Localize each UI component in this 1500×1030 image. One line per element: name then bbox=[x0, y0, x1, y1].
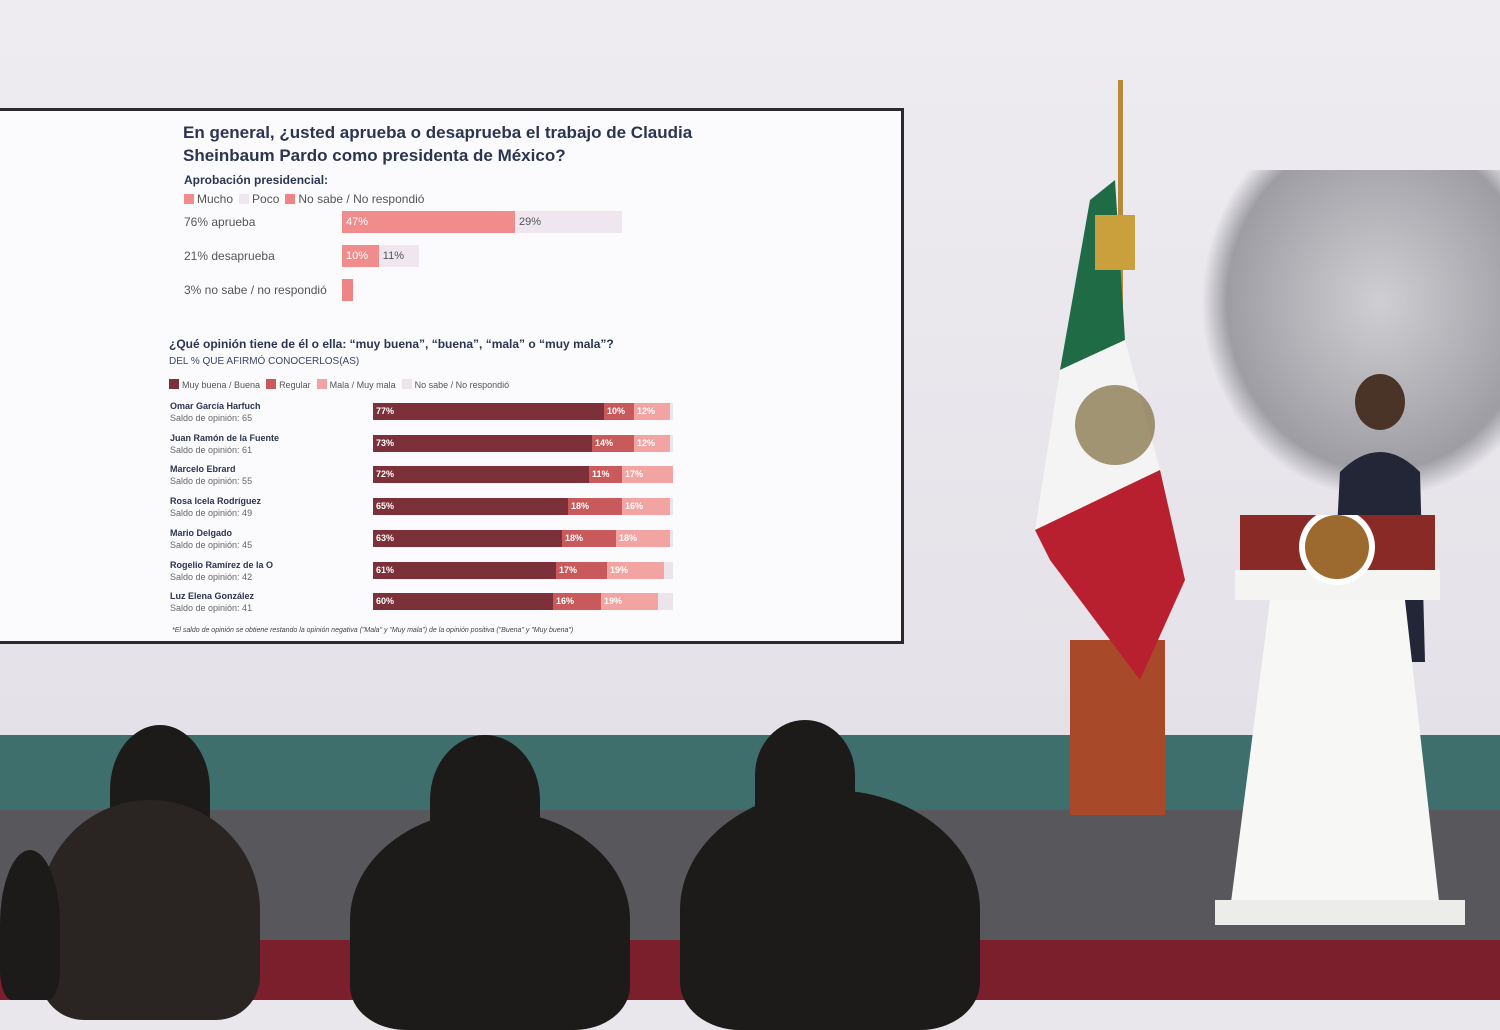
bar-segment: 72% bbox=[373, 466, 589, 484]
flag-base bbox=[1070, 640, 1165, 815]
legend-item: Mucho bbox=[184, 192, 233, 206]
audience-member bbox=[680, 790, 980, 1030]
legend-item: Muy buena / Buena bbox=[169, 379, 260, 390]
category-label: 3% no sabe / no respondió bbox=[184, 283, 327, 297]
legend-swatch bbox=[169, 379, 179, 389]
person-name: Luz Elena González bbox=[170, 591, 255, 602]
bar-segment bbox=[664, 561, 673, 579]
legend-item: Poco bbox=[239, 192, 279, 206]
bar-segment: 29% bbox=[514, 211, 622, 233]
bar-segment: 18% bbox=[562, 529, 616, 547]
bar-segment: 10% bbox=[604, 403, 634, 420]
audience-member bbox=[40, 800, 260, 1020]
opinion-subtitle: DEL % QUE AFIRMÓ CONOCERLOS(AS) bbox=[169, 356, 360, 367]
legend-item: Mala / Muy mala bbox=[316, 379, 396, 390]
bar-segment: 63% bbox=[373, 529, 562, 547]
podium bbox=[1215, 515, 1465, 925]
bar-segment: 17% bbox=[556, 561, 607, 579]
opinion-title: ¿Qué opinión tiene de él o ella: “muy bu… bbox=[169, 337, 614, 351]
legend-label: Mala / Muy mala bbox=[329, 380, 396, 390]
legend-label: Muy buena / Buena bbox=[182, 380, 261, 390]
opinion-legend: Muy buena / Buena Regular Mala / Muy mala N… bbox=[169, 379, 509, 390]
legend-swatch bbox=[184, 194, 194, 204]
legend-item: No sabe / No respondió bbox=[401, 379, 510, 390]
legend-item: No sabe / No respondió bbox=[285, 192, 424, 206]
bar-segment: 61% bbox=[373, 561, 556, 579]
bar-segment bbox=[658, 593, 673, 611]
saldo-label: Saldo de opinión: 41 bbox=[170, 603, 253, 614]
audience-member bbox=[0, 850, 60, 1000]
bar-segment: 11% bbox=[378, 245, 420, 267]
bar-segment: 18% bbox=[568, 498, 622, 516]
bar-segment: 17% bbox=[622, 466, 673, 484]
bar-segment bbox=[670, 403, 673, 420]
bar-segment: 10% bbox=[342, 245, 379, 267]
legend-label: Poco bbox=[252, 192, 280, 206]
bar-segment: 65% bbox=[373, 498, 568, 516]
bar-segment: 19% bbox=[601, 593, 658, 611]
legend-label: No sabe / No respondió bbox=[298, 192, 425, 206]
bar-segment: 19% bbox=[607, 561, 664, 579]
person-name: Marcelo Ebrard bbox=[170, 464, 236, 475]
bar-segment bbox=[342, 279, 354, 301]
saldo-label: Saldo de opinión: 45 bbox=[170, 539, 253, 550]
bar-segment: 12% bbox=[634, 434, 670, 452]
bar-segment: 12% bbox=[634, 403, 670, 420]
legend-swatch bbox=[285, 194, 296, 204]
legend-swatch bbox=[266, 379, 277, 389]
approval-subtitle: Aprobación presidencial: bbox=[184, 173, 329, 187]
mural-artwork bbox=[1200, 170, 1500, 500]
legend-swatch bbox=[239, 194, 250, 204]
saldo-label: Saldo de opinión: 61 bbox=[170, 444, 253, 455]
presentation-screen: En general, ¿usted aprueba o desaprueba … bbox=[0, 108, 904, 644]
legend-swatch bbox=[316, 379, 327, 389]
mexican-flag bbox=[1035, 180, 1185, 680]
bar-segment: 47% bbox=[342, 211, 515, 233]
saldo-label: Saldo de opinión: 55 bbox=[170, 476, 253, 487]
category-label: 21% desaprueba bbox=[184, 249, 275, 263]
bar-segment: 16% bbox=[553, 593, 601, 611]
data-label: 10% bbox=[346, 250, 369, 262]
legend-label: Regular bbox=[279, 380, 311, 390]
person-name: Rosa Icela Rodríguez bbox=[170, 496, 262, 507]
person-name: Omar García Harfuch bbox=[170, 401, 261, 411]
bar-segment bbox=[670, 529, 673, 547]
footnote: *El saldo de opinión se obtiene restando… bbox=[172, 627, 574, 634]
audience-member bbox=[350, 810, 630, 1030]
bar-segment: 14% bbox=[592, 434, 634, 452]
bar-segment bbox=[670, 434, 673, 452]
person-name: Rogelio Ramírez de la O bbox=[170, 559, 274, 570]
data-label: 29% bbox=[518, 216, 541, 228]
bar-segment bbox=[670, 498, 673, 516]
slide-title: En general, ¿usted aprueba o desaprueba … bbox=[183, 123, 693, 165]
category-label: 76% aprueba bbox=[184, 215, 256, 229]
bar-segment: 60% bbox=[373, 593, 553, 611]
saldo-label: Saldo de opinión: 49 bbox=[170, 508, 253, 519]
saldo-label: Saldo de opinión: 42 bbox=[170, 571, 253, 582]
data-label: 11% bbox=[382, 250, 404, 262]
legend-item: Regular bbox=[266, 379, 311, 390]
seal-icon bbox=[1305, 515, 1369, 579]
bar-segment: 73% bbox=[373, 434, 592, 452]
legend-label: No sabe / No respondió bbox=[414, 380, 510, 390]
approval-legend: Mucho Poco No sabe / No respondió bbox=[184, 192, 424, 206]
bar-segment: 77% bbox=[373, 403, 604, 420]
person-name: Juan Ramón de la Fuente bbox=[170, 432, 280, 443]
person-name: Mario Delgado bbox=[170, 527, 233, 538]
bar-segment: 11% bbox=[589, 466, 622, 484]
bar-segment: 16% bbox=[622, 498, 670, 516]
data-label: 47% bbox=[346, 216, 369, 228]
legend-label: Mucho bbox=[197, 192, 234, 206]
legend-swatch bbox=[401, 379, 412, 389]
bar-segment: 18% bbox=[616, 529, 670, 547]
saldo-label: Saldo de opinión: 65 bbox=[170, 413, 253, 423]
